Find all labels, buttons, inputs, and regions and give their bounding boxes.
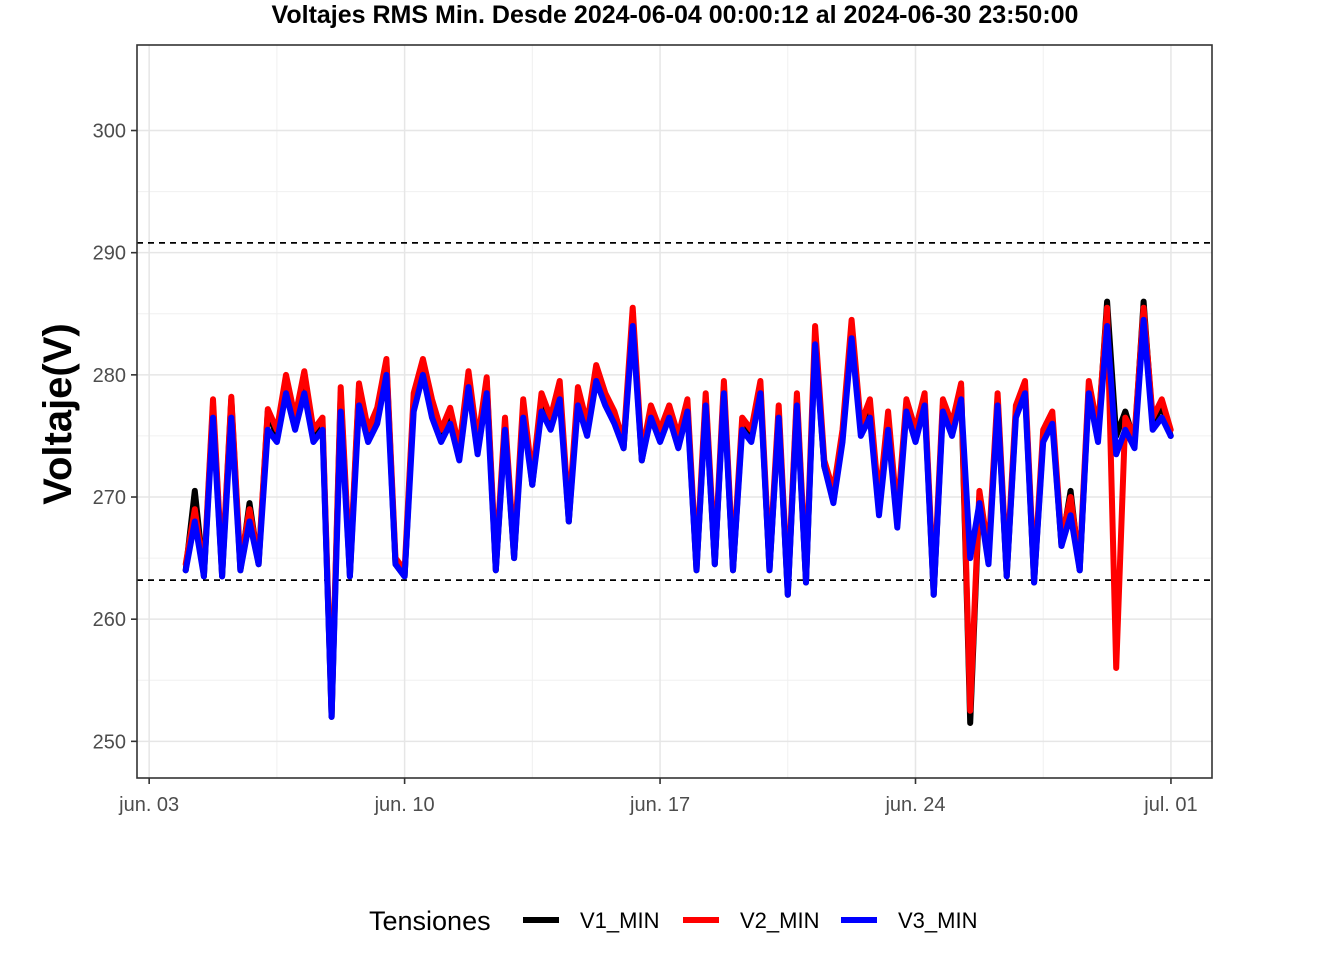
x-tick-label: jun. 03 [118, 794, 179, 816]
y-tick-label: 260 [93, 609, 126, 631]
plot-panel-border [136, 44, 1213, 779]
series-line-v3_min [182, 316, 1174, 720]
x-axis: jun. 03 jun. 10 jun. 17 jun. 24 jul. 01 [118, 778, 1198, 816]
legend: Tensiones V1_MIN V2_MIN V3_MIN [369, 906, 977, 936]
x-tick-label: jun. 17 [629, 794, 690, 816]
y-tick-label: 290 [93, 243, 126, 265]
x-tick-label: jun. 10 [374, 794, 435, 816]
y-axis: 250 260 270 280 290 300 [93, 121, 137, 753]
x-tick-label: jul. 01 [1143, 794, 1197, 816]
series-layer [182, 298, 1174, 726]
chart-title: Voltajes RMS Min. Desde 2024-06-04 00:00… [272, 1, 1079, 29]
legend-label-v2_min: V2_MIN [740, 908, 819, 933]
y-tick-label: 280 [93, 365, 126, 387]
legend-title: Tensiones [369, 906, 491, 936]
y-axis-label: Voltaje(V) [36, 323, 80, 505]
y-tick-label: 270 [93, 487, 126, 509]
y-tick-label: 250 [93, 731, 126, 753]
legend-label-v3_min: V3_MIN [898, 908, 977, 933]
x-tick-label: jun. 24 [884, 794, 945, 816]
y-tick-label: 300 [93, 121, 126, 143]
legend-label-v1_min: V1_MIN [580, 908, 659, 933]
grid-lines [137, 45, 1212, 778]
plot-panel-background [137, 45, 1212, 778]
